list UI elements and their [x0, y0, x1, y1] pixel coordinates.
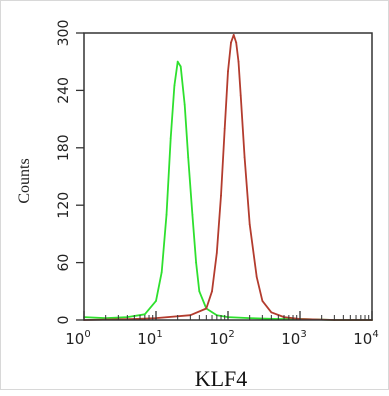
x-tick-label: 102 — [209, 329, 234, 348]
data-point — [211, 290, 213, 293]
data-point — [232, 34, 235, 36]
data-point — [195, 261, 198, 264]
data-point — [155, 300, 157, 302]
data-point — [223, 127, 226, 130]
data-point — [187, 156, 190, 159]
x-tick-label: 100 — [65, 329, 90, 348]
x-tick-label-base: 10 — [353, 330, 372, 348]
data-point — [230, 41, 232, 44]
data-point — [270, 311, 273, 314]
series-line-control — [83, 60, 372, 321]
y-tick-label: 240 — [56, 77, 72, 104]
y-axis-title: Counts — [16, 158, 33, 203]
y-tick-label: 120 — [56, 192, 72, 219]
data-point — [160, 271, 163, 274]
x-tick-label-exponent: 0 — [84, 329, 90, 340]
x-axis-title: KLF4 — [195, 366, 248, 391]
data-point — [176, 60, 179, 63]
x-tick-label-base: 10 — [281, 330, 300, 348]
x-tick-label-base: 10 — [137, 330, 156, 348]
data-point — [215, 252, 218, 254]
data-point — [239, 94, 242, 97]
data-point — [198, 290, 201, 293]
data-point — [191, 213, 194, 216]
data-point — [261, 300, 264, 302]
y-tick-label: 300 — [56, 20, 72, 47]
x-tick-label-exponent: 3 — [300, 329, 306, 340]
data-point — [169, 137, 172, 140]
data-point — [237, 60, 240, 63]
data-point — [235, 41, 238, 44]
data-point — [255, 276, 258, 278]
x-tick-label-exponent: 4 — [372, 329, 378, 340]
series-line-klf4 — [83, 34, 372, 321]
y-tick-label: 0 — [56, 316, 72, 325]
x-tick-label-exponent: 1 — [156, 329, 162, 340]
x-tick-label-exponent: 2 — [228, 329, 234, 340]
x-tick-label-base: 10 — [65, 330, 84, 348]
data-point — [243, 156, 246, 159]
x-tick-label: 104 — [353, 329, 378, 348]
data-point — [205, 307, 208, 310]
x-tick-label: 101 — [137, 329, 162, 348]
data-point — [220, 194, 222, 197]
x-tick-label-base: 10 — [209, 330, 228, 348]
data-point — [183, 103, 186, 106]
x-tick-label: 103 — [281, 329, 306, 348]
y-tick-label: 180 — [56, 134, 72, 161]
data-point — [179, 65, 182, 68]
data-point — [173, 84, 176, 87]
data-point — [165, 213, 168, 216]
data-point — [227, 70, 229, 73]
y-tick-label: 60 — [56, 254, 72, 272]
data-point — [248, 223, 251, 226]
data-point — [143, 313, 146, 316]
